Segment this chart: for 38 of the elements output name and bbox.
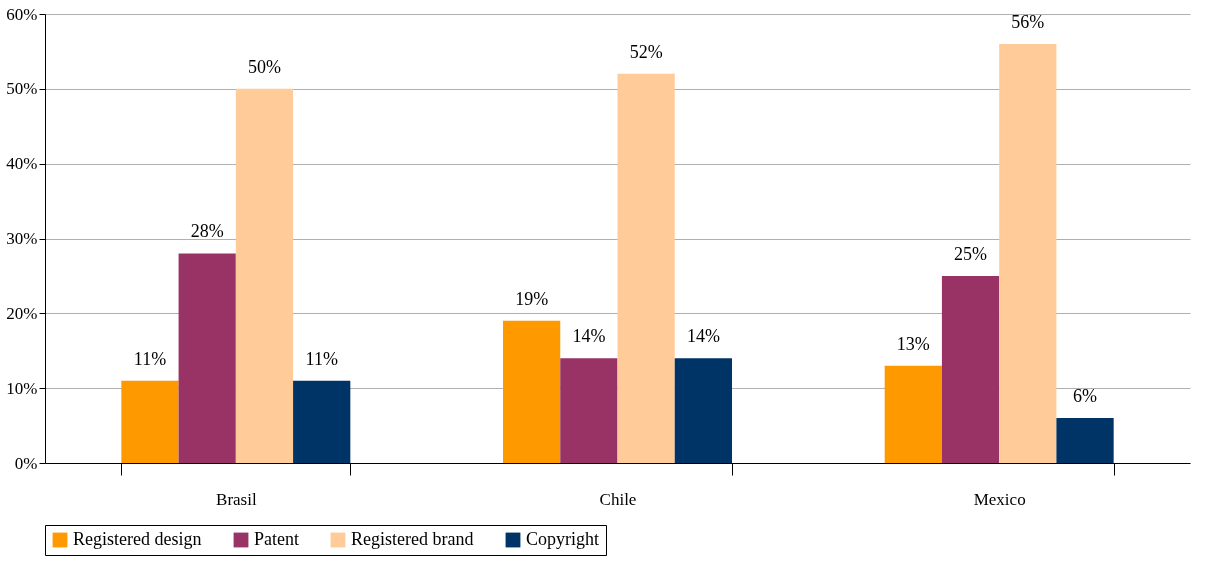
- legend-label: Registered brand: [351, 529, 474, 549]
- data-label: 28%: [190, 221, 224, 242]
- bar: [178, 253, 236, 463]
- data-label: 52%: [629, 41, 663, 62]
- bar: [674, 358, 732, 463]
- bar: [999, 43, 1057, 463]
- y-tick-label: 0%: [14, 453, 38, 473]
- data-label: 25%: [954, 243, 988, 264]
- x-tick-label: Brasil: [216, 489, 257, 509]
- bar: [884, 365, 942, 463]
- legend-label: Copyright: [526, 529, 600, 549]
- bar: [617, 73, 675, 463]
- bar: [293, 380, 351, 463]
- y-tick-label: 30%: [6, 229, 38, 248]
- data-label: 14%: [572, 326, 606, 347]
- y-tick-label: 20%: [6, 303, 38, 323]
- data-label: 11%: [133, 348, 167, 369]
- y-tick-label: 10%: [6, 378, 38, 398]
- data-label: 6%: [1073, 386, 1098, 407]
- legend-label: Patent: [254, 529, 299, 549]
- y-tick-label: 50%: [6, 79, 38, 99]
- bar: [941, 275, 1000, 463]
- data-label: 19%: [515, 288, 549, 309]
- bar: [121, 380, 179, 463]
- data-label: 50%: [247, 56, 281, 77]
- data-label: 56%: [1011, 11, 1045, 32]
- bar: [235, 88, 294, 463]
- y-tick-label: 60%: [6, 4, 38, 24]
- x-tick-label: Mexico: [973, 489, 1026, 509]
- bar: [1056, 418, 1114, 463]
- y-tick-label: 40%: [6, 154, 38, 174]
- bar: [503, 320, 561, 463]
- bar: [560, 358, 618, 463]
- data-label: 13%: [896, 333, 930, 354]
- data-label: 11%: [305, 348, 338, 369]
- legend-label: Registered design: [73, 529, 202, 549]
- data-label: 14%: [686, 326, 720, 347]
- x-tick-label: Chile: [599, 489, 637, 509]
